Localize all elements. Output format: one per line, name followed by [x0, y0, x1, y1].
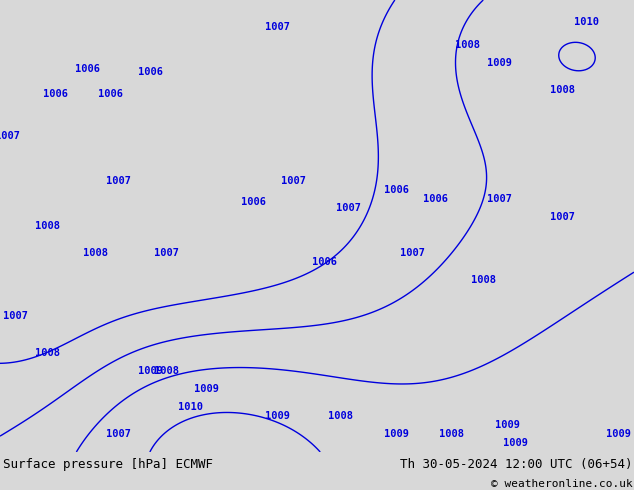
Text: 1008: 1008	[471, 275, 496, 285]
Text: 1006: 1006	[241, 197, 266, 207]
Text: 1008: 1008	[455, 40, 480, 50]
Text: 1010: 1010	[574, 17, 599, 26]
Text: 1008: 1008	[35, 347, 60, 358]
Text: 1007: 1007	[281, 176, 306, 186]
Text: 1009: 1009	[138, 366, 163, 376]
Text: 1008: 1008	[35, 221, 60, 231]
Text: 1010: 1010	[178, 402, 203, 412]
Text: 1009: 1009	[193, 384, 219, 394]
Text: 1008: 1008	[154, 366, 179, 376]
Text: 1006: 1006	[313, 257, 337, 267]
Text: 1009: 1009	[495, 420, 520, 430]
Text: 1007: 1007	[336, 203, 361, 213]
Text: 1007: 1007	[154, 248, 179, 258]
Text: 1009: 1009	[384, 429, 409, 439]
Text: Th 30-05-2024 12:00 UTC (06+54): Th 30-05-2024 12:00 UTC (06+54)	[400, 458, 633, 471]
Text: 1008: 1008	[328, 411, 353, 421]
Text: 1008: 1008	[550, 85, 575, 96]
Text: 1008: 1008	[82, 248, 108, 258]
Text: 1006: 1006	[43, 89, 68, 99]
Text: 1007: 1007	[107, 429, 131, 439]
Text: 1006: 1006	[138, 67, 163, 77]
Text: 1007: 1007	[487, 194, 512, 204]
Text: © weatheronline.co.uk: © weatheronline.co.uk	[491, 479, 633, 490]
Text: 1007: 1007	[0, 131, 20, 141]
Text: 1007: 1007	[399, 248, 425, 258]
Text: 1009: 1009	[605, 429, 631, 439]
Text: 1008: 1008	[439, 429, 464, 439]
Text: 1006: 1006	[384, 185, 409, 195]
Text: 1006: 1006	[75, 64, 100, 74]
Text: 1007: 1007	[3, 312, 29, 321]
Text: 1007: 1007	[107, 176, 131, 186]
Text: 1009: 1009	[487, 58, 512, 68]
Text: 1007: 1007	[550, 212, 575, 222]
Text: 1009: 1009	[503, 438, 527, 448]
Text: 1009: 1009	[265, 411, 290, 421]
Text: Surface pressure [hPa] ECMWF: Surface pressure [hPa] ECMWF	[3, 458, 213, 471]
Text: 1006: 1006	[98, 89, 124, 99]
Text: 1007: 1007	[265, 22, 290, 32]
Text: 1006: 1006	[424, 194, 448, 204]
